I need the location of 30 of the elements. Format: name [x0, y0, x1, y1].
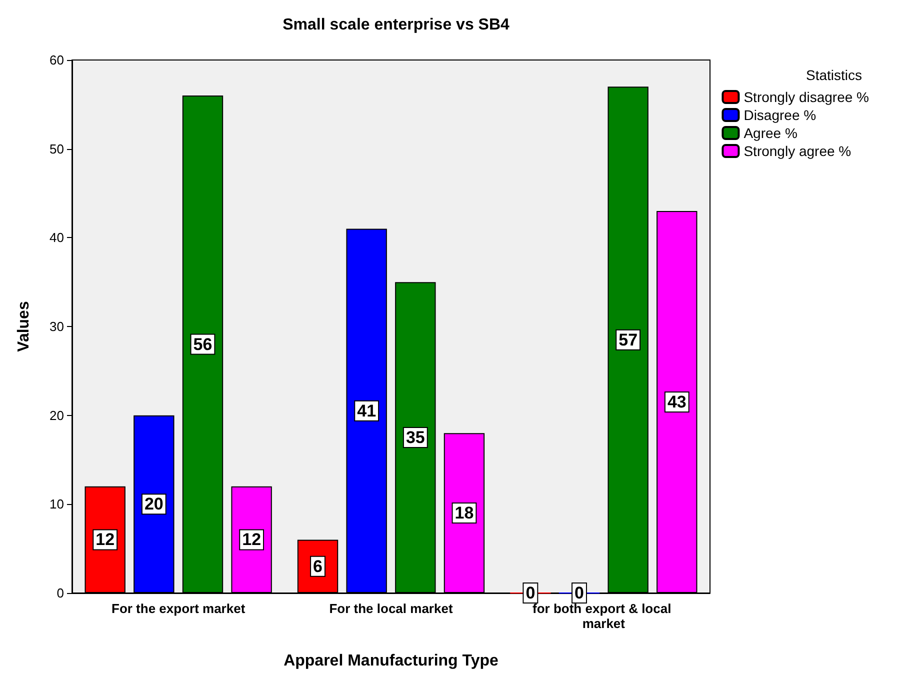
y-tick-label: 10: [50, 496, 64, 512]
legend-label: Strongly disagree %: [744, 89, 870, 105]
y-tick-label: 60: [50, 52, 64, 68]
y-tick-label: 0: [56, 586, 64, 600]
data-label: 6: [313, 556, 323, 576]
legend-label: Disagree %: [744, 107, 816, 123]
legend-label: Strongly agree %: [744, 143, 852, 159]
data-label: 12: [96, 530, 115, 550]
data-label: 20: [144, 494, 164, 514]
x-tick-label: For the export market: [112, 601, 246, 616]
x-tick-label: For the local market: [329, 601, 454, 616]
legend-title: Statistics: [806, 67, 862, 83]
y-tick-label: 50: [50, 141, 64, 156]
y-axis-title: Values: [16, 301, 32, 352]
data-label: 18: [454, 504, 474, 523]
data-label: 35: [406, 428, 425, 448]
chart-title: Small scale enterprise vs SB4: [282, 16, 510, 34]
legend-label: Agree %: [744, 125, 798, 141]
data-label: 0: [526, 584, 536, 602]
x-axis-title: Apparel Manufacturing Type: [284, 652, 499, 670]
data-label: 43: [667, 392, 686, 412]
data-label: 56: [193, 334, 212, 354]
data-label: 57: [618, 330, 638, 350]
y-tick-label: 40: [50, 230, 64, 246]
data-label: 0: [574, 584, 584, 602]
y-tick-label: 30: [50, 319, 64, 334]
data-label: 41: [357, 401, 376, 420]
x-tick-label: for both export & local market: [532, 601, 675, 631]
data-label: 12: [242, 530, 262, 550]
y-tick-label: 20: [50, 408, 64, 423]
